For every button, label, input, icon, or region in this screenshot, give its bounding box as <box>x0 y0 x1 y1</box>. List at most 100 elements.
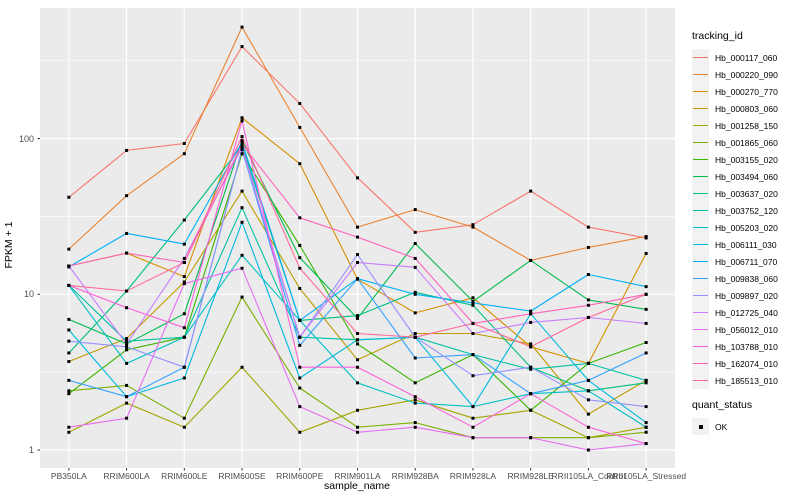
data-point <box>67 247 71 251</box>
data-point <box>356 225 359 229</box>
data-point <box>586 389 590 393</box>
data-point <box>529 408 533 412</box>
data-point <box>240 266 244 270</box>
data-point <box>413 398 417 402</box>
legend-key-swatch <box>692 100 709 117</box>
data-point <box>240 295 244 299</box>
data-point <box>644 430 648 434</box>
legend-line-icon <box>693 243 708 246</box>
legend-item: Hb_009897_020 <box>692 287 778 304</box>
data-point <box>471 332 475 336</box>
legend-item: Hb_001865_060 <box>692 134 778 151</box>
legend-title-quant-status: quant_status <box>692 399 753 411</box>
legend-line-icon <box>693 90 708 93</box>
data-point <box>471 223 475 227</box>
legend-item-label: Hb_003494_060 <box>715 171 778 182</box>
data-point <box>67 317 71 321</box>
data-point <box>644 421 648 425</box>
legend-line-icon <box>693 158 708 161</box>
data-point <box>298 386 302 390</box>
data-point <box>67 425 71 429</box>
data-point <box>240 206 244 210</box>
data-point <box>298 102 302 106</box>
legend-item-label: Hb_001258_150 <box>715 120 778 131</box>
data-point <box>182 218 186 222</box>
data-point <box>413 256 417 260</box>
data-point <box>67 283 71 287</box>
data-point <box>240 119 244 123</box>
data-point <box>644 292 648 296</box>
legend-line-icon <box>693 277 708 280</box>
legend-item-label: Hb_003155_020 <box>715 154 778 165</box>
data-point <box>586 448 590 452</box>
data-point <box>356 365 359 369</box>
data-point <box>356 253 359 257</box>
legend-items: Hb_000117_060 Hb_000220_090 Hb_000270_770 H… <box>692 49 778 389</box>
data-point <box>240 145 244 149</box>
data-point <box>644 341 648 345</box>
legend-item-label: Hb_000117_060 <box>715 52 778 63</box>
data-point <box>586 425 590 429</box>
legend-item-label: Hb_162074_010 <box>715 358 778 369</box>
data-point <box>67 351 71 355</box>
data-point <box>298 318 302 322</box>
data-point <box>529 365 533 369</box>
data-point <box>298 162 302 166</box>
legend-item: Hb_000117_060 <box>692 49 778 66</box>
data-point <box>413 401 417 405</box>
legend-item: Hb_003494_060 <box>692 168 778 185</box>
data-point <box>586 303 590 307</box>
data-point <box>182 326 186 330</box>
legend-item: Hb_000270_770 <box>692 83 778 100</box>
legend-key-swatch <box>692 83 709 100</box>
legend-key-swatch <box>692 287 709 304</box>
data-point <box>644 285 648 289</box>
y-tick-label: 10 <box>23 289 34 300</box>
data-point <box>644 425 648 429</box>
y-tick-label: 1 <box>28 445 34 455</box>
data-point <box>298 216 302 220</box>
data-point <box>298 335 302 339</box>
data-point <box>125 306 129 310</box>
data-point <box>356 342 359 346</box>
data-point <box>413 265 417 269</box>
data-point <box>125 395 129 399</box>
data-point <box>471 299 475 303</box>
data-point <box>644 235 648 239</box>
x-tick-label: RRIM901LA <box>334 471 381 481</box>
x-tick-label: RRIM600LA <box>103 471 150 481</box>
data-point <box>356 314 359 318</box>
data-point <box>356 338 359 342</box>
data-point <box>356 408 359 412</box>
data-point <box>182 282 186 286</box>
data-point <box>586 225 590 229</box>
data-point <box>356 425 359 429</box>
legend-key-swatch <box>692 117 709 134</box>
data-point <box>356 381 359 385</box>
data-point <box>182 261 186 265</box>
data-point <box>586 398 590 402</box>
legend-item: Hb_005203_020 <box>692 219 778 236</box>
data-point <box>356 332 359 336</box>
legend-item-label: Hb_103788_010 <box>715 341 778 352</box>
data-point <box>356 316 359 320</box>
legend-item-label: Hb_003637_020 <box>715 188 778 199</box>
quant-legend-item: OK <box>692 418 778 435</box>
legend-line-icon <box>693 107 708 110</box>
legend-title-tracking-id: tracking_id <box>692 30 743 42</box>
data-point <box>413 311 417 315</box>
data-point <box>67 195 71 199</box>
data-point <box>586 273 590 277</box>
data-point <box>125 231 129 235</box>
data-point <box>413 381 417 385</box>
legend-item: Hb_006711_070 <box>692 253 778 270</box>
data-point <box>356 430 359 434</box>
legend-item: Hb_003155_020 <box>692 151 778 168</box>
legend-line-icon <box>693 73 708 76</box>
x-tick-label: RRIM928LE <box>507 471 554 481</box>
legend-line-icon <box>693 362 708 365</box>
data-point <box>471 353 475 357</box>
data-point <box>644 307 648 311</box>
legend-line-icon <box>693 294 708 297</box>
